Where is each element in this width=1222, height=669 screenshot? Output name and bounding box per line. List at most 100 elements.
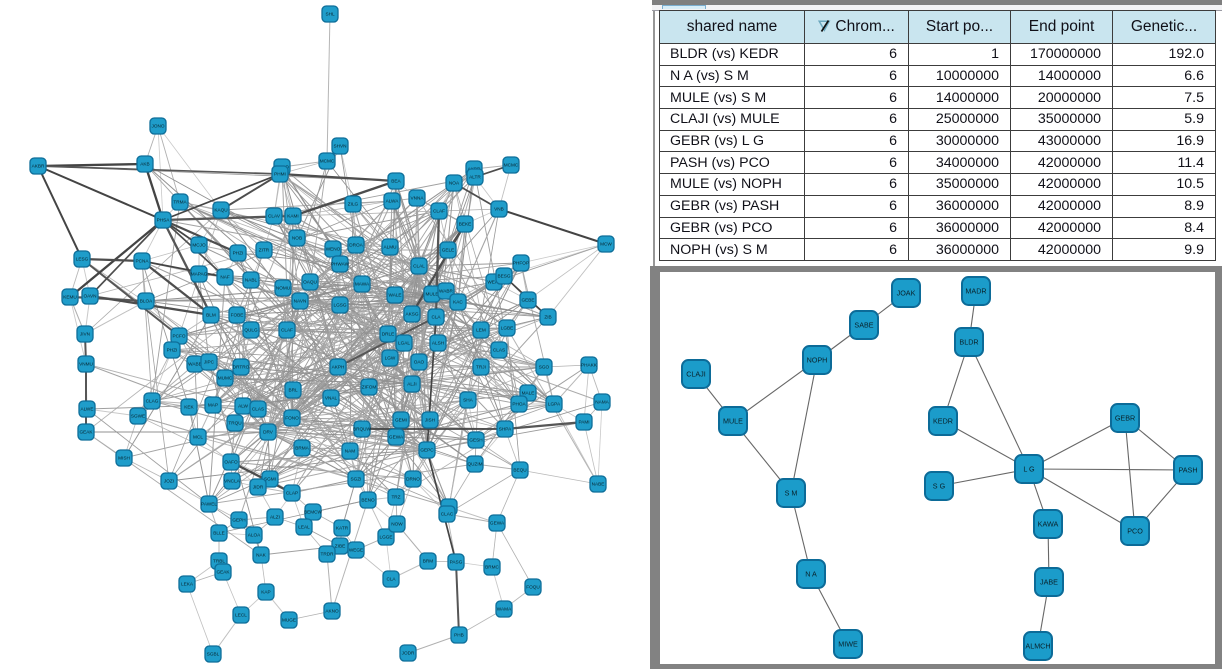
svg-text:ALWE: ALWE bbox=[81, 407, 94, 412]
svg-text:NAVN: NAVN bbox=[294, 299, 307, 304]
svg-text:KEDR: KEDR bbox=[933, 417, 953, 426]
svg-text:NABE: NABE bbox=[592, 482, 605, 487]
svg-text:MUGE: MUGE bbox=[282, 618, 296, 623]
svg-text:LEKA: LEKA bbox=[181, 582, 194, 587]
svg-text:PHZI: PHZI bbox=[167, 348, 178, 353]
svg-text:BEMCW: BEMCW bbox=[304, 510, 323, 515]
svg-text:DRLE: DRLE bbox=[382, 332, 395, 337]
svg-text:DROA: DROA bbox=[349, 243, 363, 248]
svg-text:WAMA: WAMA bbox=[497, 607, 512, 612]
svg-text:ALZI: ALZI bbox=[270, 515, 280, 520]
svg-text:AKNO: AKNO bbox=[325, 609, 339, 614]
svg-text:KAQU: KAQU bbox=[214, 208, 228, 213]
svg-text:AKPH: AKPH bbox=[332, 365, 345, 370]
svg-text:GELE: GELE bbox=[442, 248, 455, 253]
svg-text:CLAC: CLAC bbox=[441, 512, 454, 517]
svg-text:OAO: OAO bbox=[414, 360, 425, 365]
svg-text:SGBL: SGBL bbox=[207, 652, 220, 657]
svg-text:PASH: PASH bbox=[1178, 466, 1197, 475]
svg-text:CLAS: CLAS bbox=[252, 407, 264, 412]
svg-text:ALJI: ALJI bbox=[407, 382, 416, 387]
svg-text:PCNA: PCNA bbox=[135, 259, 149, 264]
svg-text:BRM: BRM bbox=[423, 559, 434, 564]
svg-text:ALMU: ALMU bbox=[383, 245, 397, 250]
svg-text:TRBL: TRBL bbox=[213, 559, 225, 564]
svg-text:NOA: NOA bbox=[449, 181, 460, 186]
svg-text:PHWAW: PHWAW bbox=[331, 262, 350, 267]
svg-text:WABE: WABE bbox=[188, 362, 202, 367]
svg-text:JODR: JODR bbox=[402, 651, 415, 656]
svg-text:AKSG: AKSG bbox=[405, 312, 418, 317]
svg-text:BLDR: BLDR bbox=[959, 338, 978, 347]
svg-text:LGBE: LGBE bbox=[501, 326, 514, 331]
svg-text:BEA: BEA bbox=[391, 179, 401, 184]
svg-text:SGMI: SGMI bbox=[264, 477, 276, 482]
svg-text:KAP: KAP bbox=[261, 590, 270, 595]
svg-text:SHVN: SHVN bbox=[333, 144, 346, 149]
svg-text:GEMI: GEMI bbox=[395, 418, 407, 423]
svg-text:BRL: BRL bbox=[288, 388, 298, 393]
svg-text:QULG: QULG bbox=[244, 328, 258, 333]
svg-text:ALOA: ALOA bbox=[248, 533, 261, 538]
svg-text:FOBE: FOBE bbox=[231, 313, 244, 318]
svg-text:SHA: SHA bbox=[463, 398, 474, 403]
svg-text:NOMU: NOMU bbox=[276, 286, 291, 291]
svg-text:GEBE: GEBE bbox=[521, 298, 534, 303]
svg-text:VNAL: VNAL bbox=[325, 396, 338, 401]
svg-text:PHAKK: PHAKK bbox=[581, 363, 598, 368]
svg-text:MCMC: MCMC bbox=[320, 159, 335, 164]
svg-text:GEAK: GEAK bbox=[79, 430, 93, 435]
svg-text:CLAF: CLAF bbox=[281, 328, 293, 333]
svg-text:KAWA: KAWA bbox=[1038, 520, 1059, 529]
svg-text:JIPC: JIPC bbox=[204, 360, 215, 365]
svg-text:N A: N A bbox=[805, 570, 817, 579]
svg-text:BEQU: BEQU bbox=[513, 468, 527, 473]
svg-text:MULE: MULE bbox=[425, 292, 438, 297]
svg-text:JIDR: JIDR bbox=[253, 485, 264, 490]
svg-text:OAFO: OAFO bbox=[224, 460, 238, 465]
svg-text:PAMI: PAMI bbox=[578, 420, 589, 425]
svg-text:CLAG: CLAG bbox=[146, 399, 159, 404]
svg-text:VNCLA: VNCLA bbox=[224, 479, 241, 484]
svg-text:SHL: SHL bbox=[325, 12, 335, 17]
svg-text:PCFO: PCFO bbox=[172, 334, 185, 339]
svg-text:LEM: LEM bbox=[476, 328, 486, 333]
svg-text:SHPA: SHPA bbox=[499, 427, 512, 432]
svg-text:GEWA: GEWA bbox=[490, 521, 505, 526]
svg-text:ALTR: ALTR bbox=[469, 175, 481, 180]
svg-text:AKB: AKB bbox=[140, 162, 149, 167]
svg-text:GEPH: GEPH bbox=[232, 518, 245, 523]
svg-text:NOW: NOW bbox=[391, 522, 403, 527]
svg-text:DRV: DRV bbox=[263, 430, 274, 435]
svg-text:MCW: MCW bbox=[600, 242, 612, 247]
svg-text:BESG: BESG bbox=[497, 274, 510, 279]
svg-text:JIVN: JIVN bbox=[80, 332, 90, 337]
svg-text:NAK: NAK bbox=[256, 553, 267, 558]
svg-text:WENO: WENO bbox=[326, 247, 341, 252]
svg-text:KEK: KEK bbox=[184, 405, 194, 410]
svg-text:PHSA: PHSA bbox=[157, 218, 171, 223]
svg-text:PHOA: PHOA bbox=[512, 402, 526, 407]
svg-text:CLAJI: CLAJI bbox=[686, 370, 706, 379]
svg-text:CLAF: CLAF bbox=[433, 209, 445, 214]
svg-text:GEBR: GEBR bbox=[1115, 414, 1135, 423]
svg-text:LGAL: LGAL bbox=[398, 341, 410, 346]
svg-text:TRDR: TRDR bbox=[320, 552, 334, 557]
svg-text:CLA: CLA bbox=[386, 577, 396, 582]
svg-text:FONO: FONO bbox=[285, 416, 299, 421]
svg-text:LEAL: LEAL bbox=[298, 525, 310, 530]
svg-text:MCJO: MCJO bbox=[192, 243, 206, 248]
svg-text:SGWE: SGWE bbox=[131, 414, 145, 419]
svg-text:BENO: BENO bbox=[361, 498, 375, 503]
svg-text:NAF: NAF bbox=[220, 275, 230, 280]
svg-text:MALE: MALE bbox=[522, 391, 535, 396]
svg-text:DRTRO: DRTRO bbox=[233, 365, 250, 370]
svg-text:BEKE: BEKE bbox=[459, 222, 472, 227]
svg-text:ZITR: ZITR bbox=[259, 248, 270, 253]
svg-text:VNB: VNB bbox=[494, 207, 504, 212]
svg-text:GEPC: GEPC bbox=[420, 448, 434, 453]
svg-text:WEGE: WEGE bbox=[349, 548, 363, 553]
svg-text:BRMC: BRMC bbox=[485, 565, 499, 570]
svg-text:BLOA: BLOA bbox=[140, 299, 153, 304]
svg-text:ZILG: ZILG bbox=[348, 202, 359, 207]
